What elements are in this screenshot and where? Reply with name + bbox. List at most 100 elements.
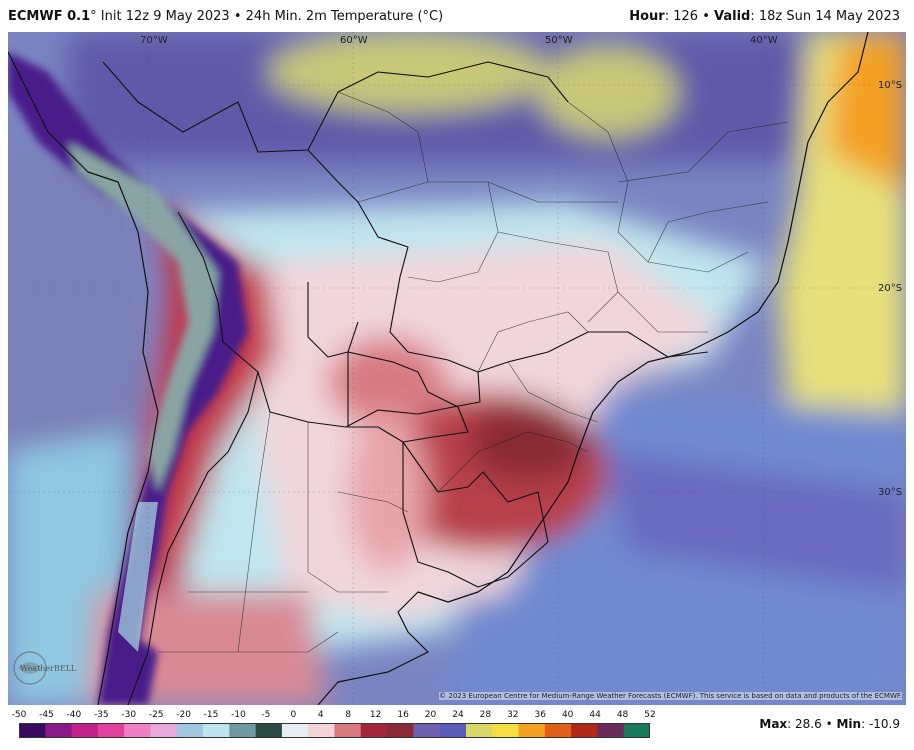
- degree-symbol: °: [90, 9, 97, 24]
- map-canvas: 70°W 60°W 50°W 40°W 10°S 20°S 30°S: [8, 32, 906, 705]
- map-title: ECMWF 0.1° Init 12z 9 May 2023 • 24h Min…: [8, 9, 443, 24]
- legend-color-segment: [19, 723, 46, 738]
- legend-color-segment: [465, 723, 493, 738]
- legend-colorbar-border: [19, 723, 650, 738]
- legend-color-segment: [623, 723, 650, 738]
- legend-color-segment: [150, 723, 178, 738]
- separator-bullet-3: •: [825, 717, 833, 731]
- bolivia-paraguay-border: [307, 282, 359, 358]
- legend-tick: 20: [424, 710, 437, 720]
- north-yellow-patch: [268, 32, 548, 112]
- legend-tick: 4: [317, 710, 324, 720]
- latitude-label-10s: 10°S: [878, 80, 902, 91]
- legend-tick: -45: [39, 710, 54, 720]
- valid-label: Valid: [714, 9, 751, 24]
- legend-color-segment: [176, 723, 204, 738]
- max-value: 28.6: [795, 717, 822, 731]
- legend-tick: -50: [11, 710, 27, 720]
- max-label: Max: [759, 717, 788, 731]
- pacific-coast: [8, 51, 159, 705]
- legend-tick: 0: [290, 710, 297, 720]
- legend-tick: -30: [121, 710, 137, 720]
- temperature-map[interactable]: 70°W 60°W 50°W 40°W 10°S 20°S 30°S: [8, 32, 906, 705]
- legend-color-segment: [387, 723, 414, 738]
- legend-color-segment: [71, 723, 99, 738]
- weatherbell-logo: WeatherBELL: [13, 651, 77, 685]
- min-value: -10.9: [868, 717, 900, 731]
- chile-argentina-border: [127, 371, 259, 705]
- legend-color-segment: [229, 723, 257, 738]
- longitude-label-70w: 70°W: [140, 35, 168, 46]
- valid-value: 18z Sun 14 May 2023: [758, 9, 900, 24]
- legend-color-segment: [597, 723, 625, 738]
- legend-ticks: -50 -45 -40 -35 -30 -25 -20 -15 -10 -5 0 4 8 12 16 20 24…: [0, 710, 914, 722]
- legend-colorbar: [19, 723, 650, 738]
- chile-coast: [118, 502, 158, 652]
- legend-tick: 36: [534, 710, 546, 720]
- legend-color-segment: [97, 723, 125, 738]
- bolivia-border: [102, 61, 481, 428]
- east-orange-ocean: [828, 32, 906, 192]
- legend-tick: 24: [452, 710, 464, 720]
- legend-tick: -5: [261, 710, 271, 720]
- legend-color-segment: [281, 723, 309, 738]
- legend-tick: 16: [397, 710, 409, 720]
- legend-color-segment: [124, 723, 152, 738]
- legend-tick: -15: [203, 710, 219, 720]
- andes-grey-core: [68, 142, 218, 492]
- legend-tick: 8: [345, 710, 352, 720]
- paraguay-border: [347, 351, 469, 443]
- coastline: [8, 32, 869, 705]
- longitude-label-40w: 40°W: [750, 35, 778, 46]
- legend-color-segment: [203, 723, 230, 738]
- legend-color-segment: [360, 723, 388, 738]
- legend-color-segment: [544, 723, 572, 738]
- longitude-label-60w: 60°W: [340, 35, 368, 46]
- latitude-label-20s: 20°S: [878, 283, 902, 294]
- legend-tick: 28: [479, 710, 492, 720]
- legend-tick: -20: [176, 710, 191, 720]
- legend-tick: 52: [644, 710, 656, 720]
- init-time: Init 12z 9 May 2023: [100, 9, 230, 24]
- separator-bullet: •: [233, 9, 242, 24]
- legend-tick: 12: [369, 710, 382, 720]
- longitude-label-50w: 50°W: [545, 35, 573, 46]
- north-yellow-patch-2: [538, 47, 678, 137]
- paraguay-warm: [328, 337, 448, 427]
- legend-tick: 40: [561, 710, 574, 720]
- south-atlantic-purple: [608, 452, 906, 592]
- logo-text: WeatherBELL: [20, 664, 77, 673]
- map-header: ECMWF 0.1° Init 12z 9 May 2023 • 24h Min…: [0, 0, 914, 32]
- legend-color-segment: [308, 723, 336, 738]
- legend-color-segment: [518, 723, 546, 738]
- min-label: Min: [836, 717, 862, 731]
- color-legend: -50 -45 -40 -35 -30 -25 -20 -15 -10 -5 0 4 8 12 16 20 24…: [0, 705, 914, 750]
- data-attribution: © 2023 European Centre for Medium-Range …: [439, 692, 902, 700]
- legend-tick: -25: [148, 710, 164, 720]
- valid-time: Hour: 126 • Valid: 18z Sun 14 May 2023: [629, 9, 900, 24]
- legend-color-segment: [334, 723, 362, 738]
- legend-tick: -40: [66, 710, 82, 720]
- hour-value: 126: [673, 9, 699, 24]
- model-name: ECMWF 0.1: [8, 9, 91, 24]
- legend-tick: -10: [231, 710, 246, 720]
- atlantic-coast: [317, 32, 869, 705]
- uruguay-region-border: [402, 441, 549, 588]
- legend-color-segment: [413, 723, 441, 738]
- legend-color-segment: [255, 723, 283, 738]
- product-name: 24h Min. 2m Temperature (°C): [245, 9, 444, 24]
- argentina-warm: [348, 412, 428, 572]
- latitude-label-30s: 30°S: [878, 487, 902, 498]
- legend-color-segment: [492, 723, 520, 738]
- legend-color-segment: [571, 723, 599, 738]
- state-borders: [158, 91, 789, 653]
- legend-tick: -35: [93, 710, 109, 720]
- legend-tick: 44: [589, 710, 601, 720]
- legend-color-segment: [439, 723, 467, 738]
- graticule: [8, 32, 906, 705]
- southeast-hot-core: [468, 402, 588, 482]
- max-min-readout: Max: 28.6 • Min: -10.9: [759, 717, 900, 731]
- legend-color-segment: [45, 723, 73, 738]
- legend-tick: 32: [507, 710, 519, 720]
- hour-label: Hour: [629, 9, 665, 24]
